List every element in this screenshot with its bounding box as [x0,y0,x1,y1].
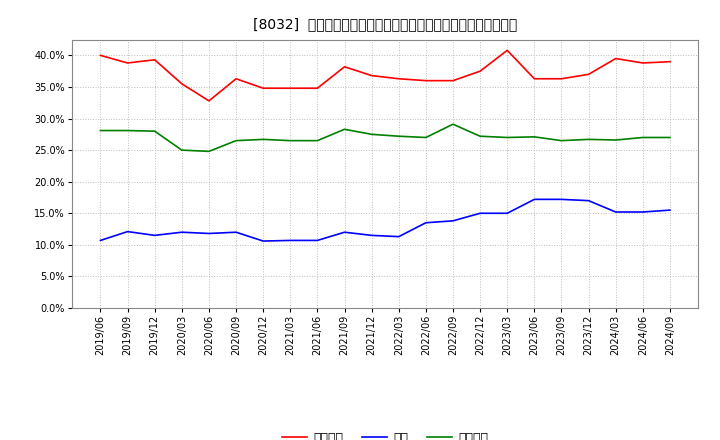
売上債権 [367,73,376,78]
売上債権 [96,53,105,58]
売上債権 [611,56,620,61]
売上債権 [503,48,511,53]
在庫 [665,208,674,213]
在庫 [557,197,566,202]
買入債務 [341,127,349,132]
買入債務 [367,132,376,137]
在庫 [584,198,593,203]
売上債権 [476,69,485,74]
売上債権 [341,64,349,70]
売上債権 [259,86,268,91]
在庫 [503,211,511,216]
買入債務 [286,138,294,143]
在庫 [150,233,159,238]
買入債務 [476,134,485,139]
売上債権 [178,81,186,86]
買入債務 [204,149,213,154]
売上債権 [557,76,566,81]
在庫 [639,209,647,215]
在庫 [204,231,213,236]
買入債務 [96,128,105,133]
買入債務 [313,138,322,143]
在庫 [611,209,620,215]
在庫 [178,230,186,235]
売上債権 [286,86,294,91]
在庫 [367,233,376,238]
買入債務 [639,135,647,140]
売上債権 [123,60,132,66]
売上債権 [150,57,159,62]
買入債務 [611,137,620,143]
売上債権 [313,86,322,91]
買入債務 [530,134,539,139]
買入債務 [395,134,403,139]
在庫 [286,238,294,243]
買入債務 [421,135,430,140]
Title: [8032]  売上債権、在庫、買入債務の総資産に対する比率の推移: [8032] 売上債権、在庫、買入債務の総資産に対する比率の推移 [253,18,518,32]
売上債権 [665,59,674,64]
買入債務 [665,135,674,140]
在庫 [123,229,132,234]
在庫 [476,211,485,216]
Line: 売上債権: 売上債権 [101,50,670,101]
買入債務 [557,138,566,143]
買入債務 [232,138,240,143]
買入債務 [178,147,186,153]
買入債務 [503,135,511,140]
売上債権 [584,72,593,77]
在庫 [449,218,457,224]
売上債権 [204,98,213,103]
売上債権 [449,78,457,83]
在庫 [341,230,349,235]
Legend: 売上債権, 在庫, 買入債務: 売上債権, 在庫, 買入債務 [277,427,493,440]
在庫 [530,197,539,202]
買入債務 [449,121,457,127]
Line: 在庫: 在庫 [101,199,670,241]
買入債務 [584,137,593,142]
在庫 [259,238,268,244]
在庫 [96,238,105,243]
在庫 [313,238,322,243]
Line: 買入債務: 買入債務 [101,124,670,151]
買入債務 [259,137,268,142]
売上債権 [421,78,430,83]
在庫 [395,234,403,239]
在庫 [421,220,430,225]
買入債務 [123,128,132,133]
在庫 [232,230,240,235]
売上債権 [395,76,403,81]
買入債務 [150,128,159,134]
売上債権 [639,60,647,66]
売上債権 [530,76,539,81]
売上債権 [232,76,240,81]
